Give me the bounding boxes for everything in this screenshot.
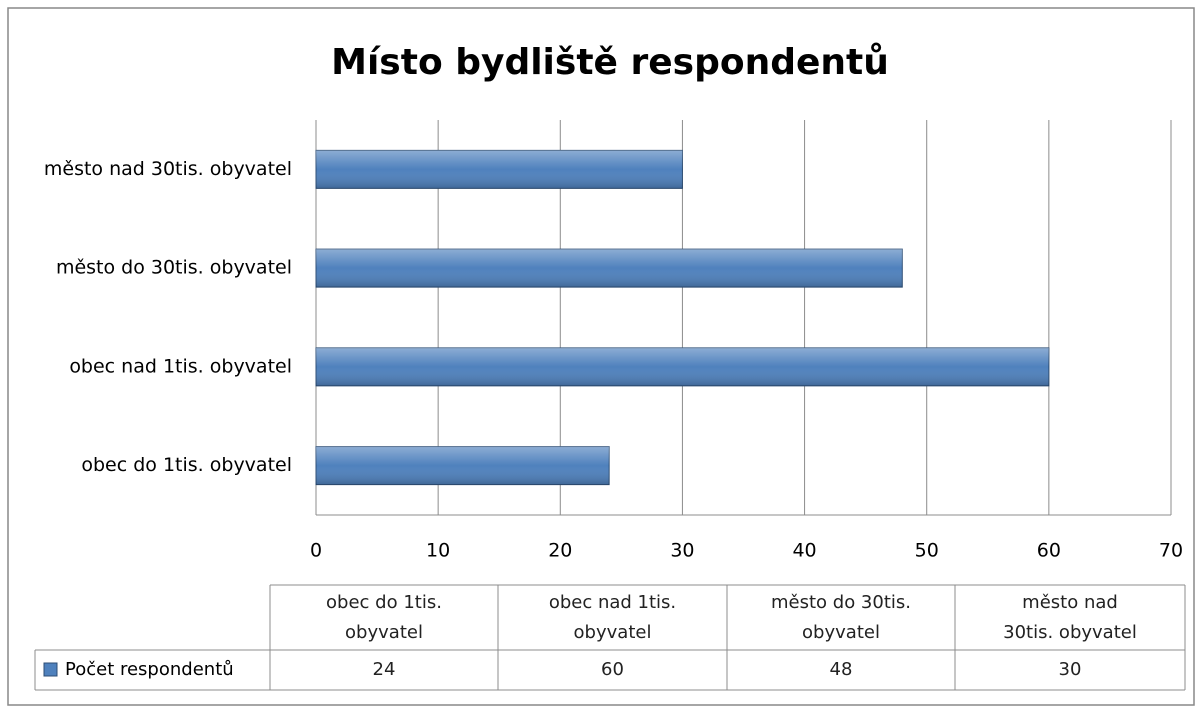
- bar-shade: [316, 150, 683, 189]
- bar-shade: [316, 249, 903, 288]
- x-tick-label: 0: [310, 540, 322, 562]
- table-value-text: 48: [829, 659, 853, 680]
- y-tick-label: město nad 30tis. obyvatel: [44, 158, 292, 180]
- x-tick-label: 10: [426, 540, 450, 562]
- table-header: město nad 30tis. obyvatel: [955, 585, 1185, 650]
- x-tick-label: 40: [792, 540, 816, 562]
- table-value-text: 24: [372, 659, 396, 680]
- y-tick-label: obec nad 1tis. obyvatel: [69, 355, 292, 377]
- bar-shade: [316, 347, 1049, 386]
- x-tick-label: 60: [1037, 540, 1061, 562]
- table-value-text: 30: [1058, 659, 1082, 680]
- legend-label: Počet respondentů: [65, 659, 234, 680]
- table-header-text: obec do 1tis. obyvatel: [326, 591, 442, 643]
- table-header-text: obec nad 1tis. obyvatel: [548, 591, 677, 643]
- table-value: 24: [270, 650, 498, 690]
- chart-title: Místo bydliště respondentů: [331, 42, 889, 83]
- x-tick-label: 30: [670, 540, 694, 562]
- table-header: obec nad 1tis. obyvatel: [498, 585, 727, 650]
- table-value: 30: [955, 650, 1185, 690]
- table-value: 48: [727, 650, 955, 690]
- x-tick-label: 50: [915, 540, 939, 562]
- y-tick-label: obec do 1tis. obyvatel: [81, 454, 292, 476]
- bar-shade: [316, 446, 610, 485]
- table-header-text: město do 30tis. obyvatel: [770, 591, 911, 643]
- legend-key: [43, 662, 58, 677]
- x-tick-label: 70: [1159, 540, 1183, 562]
- x-tick-label: 20: [548, 540, 572, 562]
- table-header: obec do 1tis. obyvatel: [270, 585, 498, 650]
- table-header: město do 30tis. obyvatel: [727, 585, 955, 650]
- table-value: 60: [498, 650, 727, 690]
- table-header-text: město nad 30tis. obyvatel: [1003, 591, 1137, 643]
- y-tick-label: město do 30tis. obyvatel: [56, 257, 292, 279]
- table-value-text: 60: [601, 659, 624, 680]
